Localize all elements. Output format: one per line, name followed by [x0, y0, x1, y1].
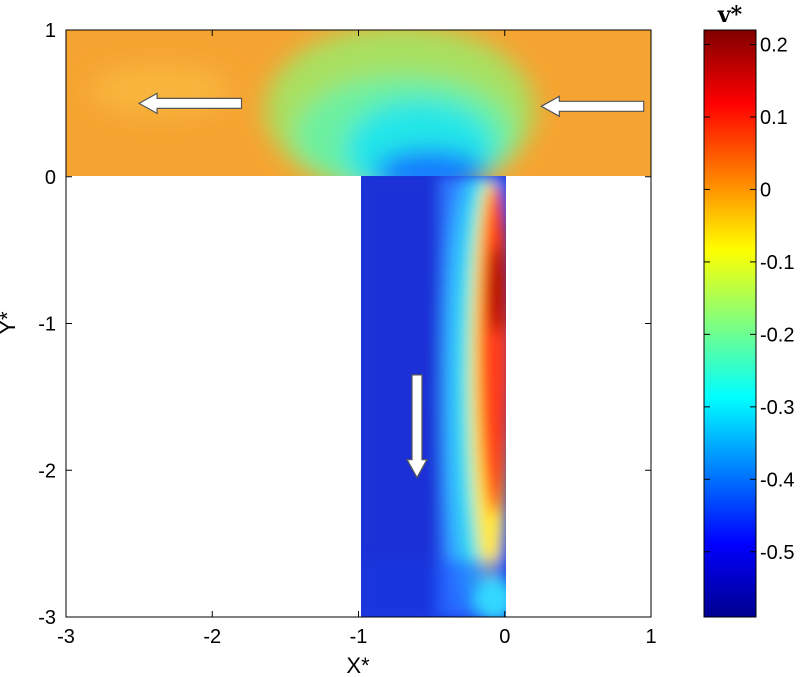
- right-solid-block: [506, 176, 651, 617]
- colorbar-tick-label: 0.2: [760, 34, 788, 56]
- colorbar: [703, 29, 757, 618]
- colorbar-tick-label: -0.5: [760, 542, 794, 564]
- y-axis-ticks: 1 0 -1 -2 -3: [38, 20, 651, 629]
- x-tick-label: -2: [203, 626, 221, 648]
- y-tick-label: -3: [38, 607, 56, 629]
- y-axis-label: Y*: [0, 311, 20, 335]
- x-axis-label: X*: [346, 653, 370, 677]
- colorbar-tick-label: -0.1: [760, 252, 794, 274]
- y-tick-label: -2: [38, 460, 56, 482]
- colorbar-tick-label: 0: [760, 179, 771, 201]
- colorbar-tick-label: -0.4: [760, 469, 794, 491]
- colorbar-tick-label: -0.2: [760, 324, 794, 346]
- y-tick-label: 1: [45, 20, 56, 42]
- branch-channel-field: [361, 176, 506, 617]
- colorbar-tick-label: -0.3: [760, 397, 794, 419]
- flow-arrow: [137, 92, 243, 115]
- flow-arrow: [540, 95, 645, 118]
- main-channel-field: [66, 30, 651, 176]
- x-tick-label: 0: [499, 626, 510, 648]
- x-axis-ticks: -3 -2 -1 0 1: [57, 30, 657, 648]
- colorbar-ticks: 0.2 0.1 0 -0.1 -0.2 -0.3 -0.4 -0.5: [704, 34, 794, 564]
- colorbar-title: v*: [717, 2, 743, 28]
- x-tick-label: -3: [57, 626, 75, 648]
- x-tick-label: -1: [350, 626, 368, 648]
- flow-arrow: [405, 374, 429, 479]
- flow-arrows: [137, 92, 645, 479]
- left-solid-block: [66, 176, 361, 617]
- y-tick-label: 0: [45, 167, 56, 189]
- y-tick-label: -1: [38, 314, 56, 336]
- colorbar-tick-label: 0.1: [760, 107, 788, 129]
- x-tick-label: 1: [645, 626, 656, 648]
